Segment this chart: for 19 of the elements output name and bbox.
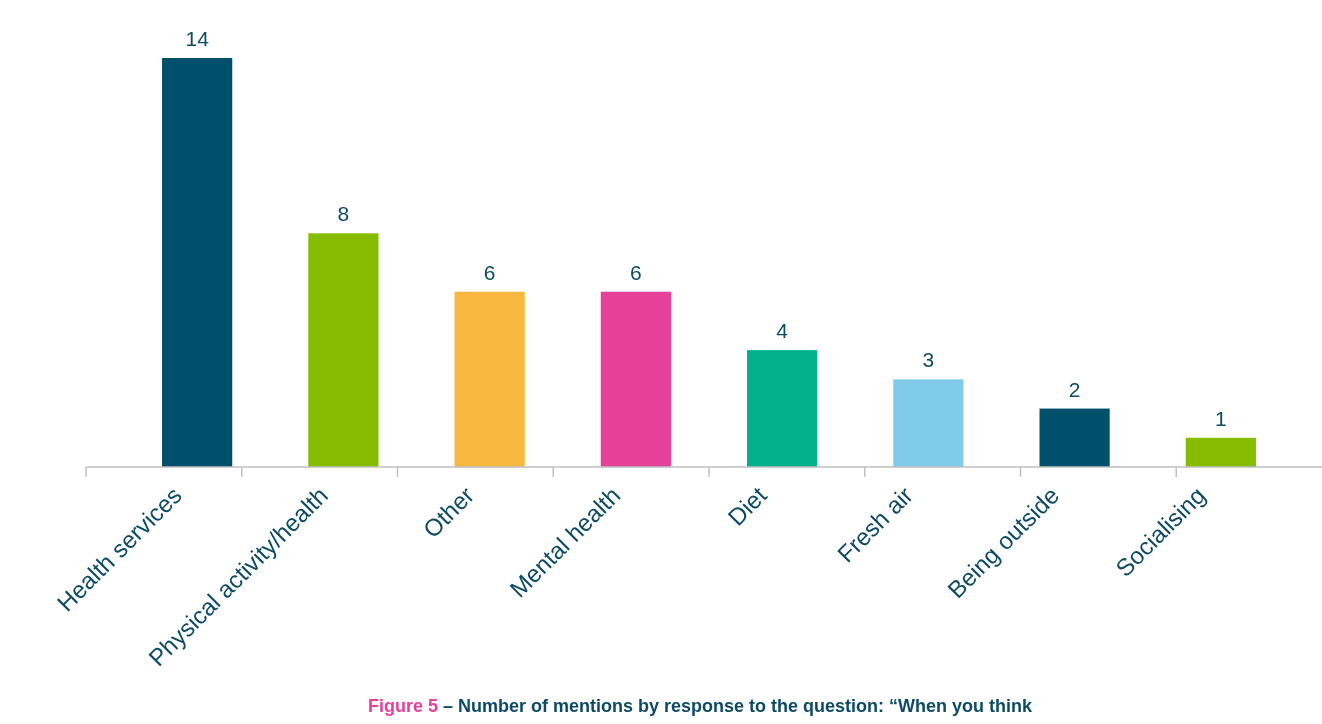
data-label: 14 xyxy=(185,27,210,50)
text: – Number of mentions by response to the question: “When you think xyxy=(437,696,1034,716)
text: Figure 5 xyxy=(367,696,438,716)
bar xyxy=(1185,437,1256,467)
bar xyxy=(893,379,964,467)
data-label: 8 xyxy=(337,202,350,226)
bar xyxy=(747,350,818,467)
bar xyxy=(454,291,525,467)
bar xyxy=(308,233,379,467)
bar xyxy=(162,58,233,467)
data-label: 2 xyxy=(1068,377,1081,401)
bar xyxy=(1039,408,1110,467)
bar xyxy=(600,291,671,467)
data-label: 6 xyxy=(483,260,496,284)
data-label: 1 xyxy=(1215,406,1227,430)
x-tick-label: Diet xyxy=(722,481,772,531)
data-label: 3 xyxy=(922,348,935,372)
data-label: 4 xyxy=(776,319,789,343)
data-label: 6 xyxy=(630,260,642,284)
